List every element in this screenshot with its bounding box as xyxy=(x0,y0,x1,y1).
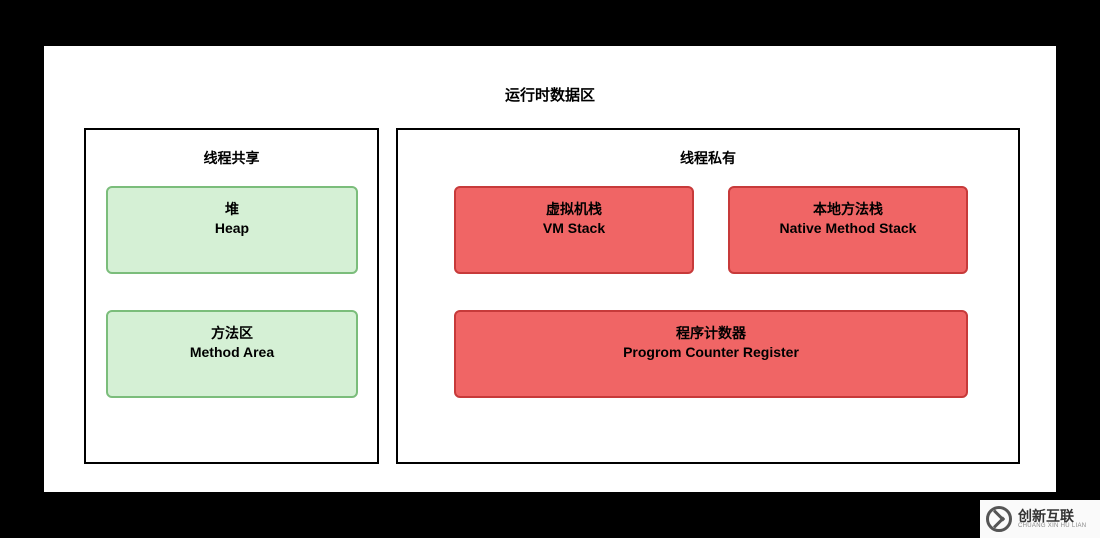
vm-stack-label-zh: 虚拟机栈 xyxy=(456,200,692,219)
vm-stack-label-en: VM Stack xyxy=(456,219,692,238)
watermark-text: 创新互联 CHUANG XIN HU LIAN xyxy=(1018,509,1086,529)
watermark-en: CHUANG XIN HU LIAN xyxy=(1018,523,1086,529)
watermark-logo-icon xyxy=(986,506,1012,532)
method-area-box: 方法区 Method Area xyxy=(106,310,358,398)
watermark: 创新互联 CHUANG XIN HU LIAN xyxy=(980,500,1100,538)
native-stack-label-zh: 本地方法栈 xyxy=(730,200,966,219)
watermark-zh: 创新互联 xyxy=(1018,509,1086,523)
thread-private-title: 线程私有 xyxy=(398,130,1018,168)
vm-stack-box: 虚拟机栈 VM Stack xyxy=(454,186,694,274)
thread-shared-panel: 线程共享 堆 Heap 方法区 Method Area xyxy=(84,128,379,464)
main-title: 运行时数据区 xyxy=(44,46,1056,105)
thread-shared-title: 线程共享 xyxy=(86,130,377,168)
pc-label-en: Progrom Counter Register xyxy=(456,343,966,362)
pc-label-zh: 程序计数器 xyxy=(456,324,966,343)
heap-label-en: Heap xyxy=(108,219,356,238)
method-area-label-zh: 方法区 xyxy=(108,324,356,343)
method-area-label-en: Method Area xyxy=(108,343,356,362)
program-counter-box: 程序计数器 Progrom Counter Register xyxy=(454,310,968,398)
native-stack-label-en: Native Method Stack xyxy=(730,219,966,238)
runtime-data-area-container: 运行时数据区 线程共享 堆 Heap 方法区 Method Area 线程私有 … xyxy=(42,44,1058,494)
heap-label-zh: 堆 xyxy=(108,200,356,219)
native-method-stack-box: 本地方法栈 Native Method Stack xyxy=(728,186,968,274)
thread-private-panel: 线程私有 虚拟机栈 VM Stack 本地方法栈 Native Method S… xyxy=(396,128,1020,464)
heap-box: 堆 Heap xyxy=(106,186,358,274)
